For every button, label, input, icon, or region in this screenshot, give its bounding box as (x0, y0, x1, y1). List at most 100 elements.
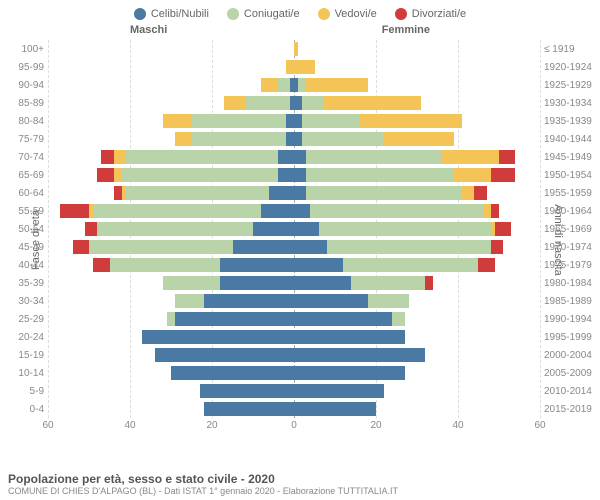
y-tick-age: 0-4 (0, 404, 48, 415)
bar-segment (220, 276, 294, 290)
row-male (48, 204, 294, 218)
row-female (294, 366, 540, 380)
pyramid-row (48, 294, 540, 308)
y-tick-age: 70-74 (0, 152, 48, 163)
row-male (48, 366, 294, 380)
y-tick-birth: 1945-1949 (540, 152, 600, 163)
bar-segment (294, 402, 376, 416)
y-tick-age: 100+ (0, 44, 48, 55)
bar-segment (101, 150, 113, 164)
bar-segment (306, 78, 368, 92)
pyramid-row (48, 312, 540, 326)
y-tick-birth: 1940-1944 (540, 134, 600, 145)
footer: Popolazione per età, sesso e stato civil… (8, 472, 592, 496)
bar-segment (302, 132, 384, 146)
bar-segment (294, 258, 343, 272)
bar-segment (171, 366, 294, 380)
row-female (294, 402, 540, 416)
bar-segment (462, 186, 474, 200)
bar-segment (126, 186, 270, 200)
bar-segment (306, 150, 441, 164)
y-tick-birth: 1920-1924 (540, 62, 600, 73)
bar-segment (294, 330, 405, 344)
bar-segment (278, 168, 294, 182)
footer-subtitle: COMUNE DI CHIES D'ALPAGO (BL) - Dati IST… (8, 486, 592, 496)
row-male (48, 114, 294, 128)
legend-label: Celibi/Nubili (151, 8, 209, 20)
y-axis-left: 0-45-910-1415-1920-2425-2930-3435-3940-4… (0, 40, 48, 440)
bar-segment (253, 222, 294, 236)
legend-label: Vedovi/e (335, 8, 377, 20)
legend-dot (134, 8, 146, 20)
y-tick-age: 95-99 (0, 62, 48, 73)
chart-container: Celibi/NubiliConiugati/eVedovi/eDivorzia… (0, 0, 600, 500)
row-female (294, 276, 540, 290)
y-tick-birth: ≤ 1919 (540, 44, 600, 55)
row-female (294, 312, 540, 326)
row-male (48, 168, 294, 182)
row-male (48, 150, 294, 164)
y-tick-birth: 1990-1994 (540, 314, 600, 325)
bar-segment (294, 384, 384, 398)
row-male (48, 78, 294, 92)
y-tick-birth: 1960-1964 (540, 206, 600, 217)
bar-segment (495, 222, 511, 236)
legend-item: Celibi/Nubili (134, 8, 209, 20)
pyramid-row (48, 330, 540, 344)
bar-segment (442, 150, 499, 164)
pyramid-row (48, 60, 540, 74)
bar-segment (294, 96, 302, 110)
y-tick-age: 5-9 (0, 386, 48, 397)
bar-segment (294, 42, 298, 56)
bar-segment (368, 294, 409, 308)
bar-segment (343, 258, 478, 272)
row-male (48, 240, 294, 254)
legend-item: Coniugati/e (227, 8, 300, 20)
y-tick-birth: 1935-1939 (540, 116, 600, 127)
row-female (294, 114, 540, 128)
bar-segment (478, 258, 494, 272)
x-tick: 20 (370, 420, 381, 431)
bar-segment (163, 276, 220, 290)
legend-label: Coniugati/e (244, 8, 300, 20)
bar-segment (142, 330, 294, 344)
legend-item: Vedovi/e (318, 8, 377, 20)
bar-segment (323, 96, 421, 110)
bar-segment (175, 132, 191, 146)
y-tick-age: 85-89 (0, 98, 48, 109)
y-tick-age: 40-44 (0, 260, 48, 271)
row-female (294, 222, 540, 236)
y-tick-birth: 1950-1954 (540, 170, 600, 181)
row-male (48, 186, 294, 200)
bar-segment (319, 222, 491, 236)
bar-segment (93, 204, 261, 218)
bar-segment (294, 168, 306, 182)
bar-segment (483, 204, 491, 218)
x-tick: 40 (452, 420, 463, 431)
pyramid-row (48, 366, 540, 380)
pyramid-row (48, 114, 540, 128)
bar-segment (306, 168, 454, 182)
x-tick: 0 (291, 420, 297, 431)
y-tick-birth: 2000-2004 (540, 350, 600, 361)
legend-dot (395, 8, 407, 20)
pyramid-row (48, 186, 540, 200)
bar-segment (278, 150, 294, 164)
bar-segment (278, 78, 290, 92)
y-tick-birth: 1965-1969 (540, 224, 600, 235)
bar-segment (425, 276, 433, 290)
pyramid-row (48, 222, 540, 236)
bar-segment (224, 96, 245, 110)
y-tick-age: 50-54 (0, 224, 48, 235)
bar-segment (114, 168, 122, 182)
header-male: Maschi (130, 24, 167, 36)
bar-segment (360, 114, 463, 128)
bar-segment (85, 222, 97, 236)
pyramid-row (48, 204, 540, 218)
y-tick-age: 45-49 (0, 242, 48, 253)
row-female (294, 204, 540, 218)
y-tick-birth: 2005-2009 (540, 368, 600, 379)
pyramid-row (48, 168, 540, 182)
y-tick-birth: 1955-1959 (540, 188, 600, 199)
plot-area (48, 40, 540, 418)
